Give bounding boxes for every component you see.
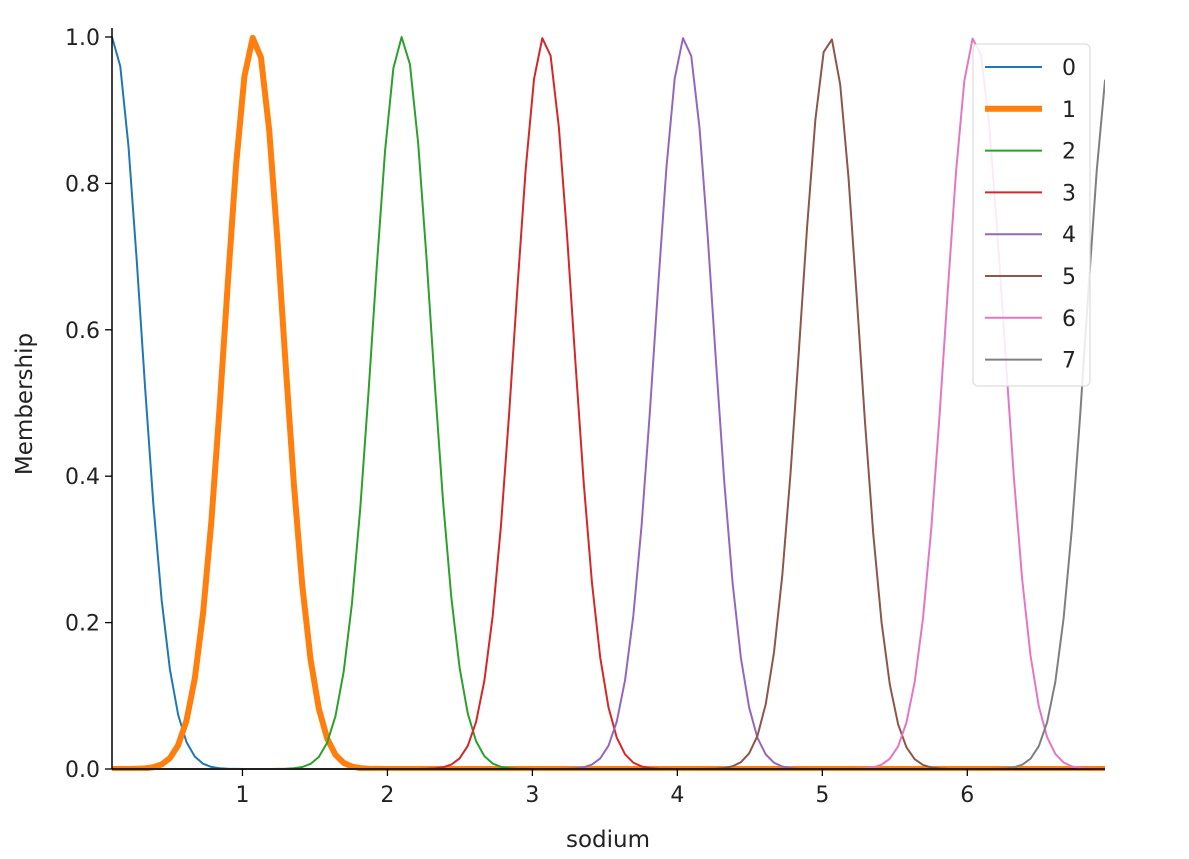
series-layer: [112, 34, 1105, 771]
series-line-2: [112, 36, 1105, 770]
y-tick-label: 0.2: [65, 612, 100, 637]
legend-label-1: 1: [1062, 98, 1076, 123]
series-line-5: [112, 38, 1105, 770]
y-tick-label: 0.8: [65, 172, 100, 197]
y-tick-label: 0.0: [65, 758, 100, 783]
series-line-1: [112, 34, 1105, 771]
legend-label-0: 0: [1062, 56, 1076, 81]
legend-label-6: 6: [1062, 307, 1076, 332]
x-tick-label: 3: [525, 783, 539, 808]
legend-label-2: 2: [1062, 140, 1076, 165]
legend-label-7: 7: [1062, 349, 1076, 374]
legend-label-3: 3: [1062, 181, 1076, 206]
legend-label-4: 4: [1062, 223, 1076, 248]
x-tick-label: 6: [960, 783, 974, 808]
x-ticks: 1 2 3 4 5 6: [235, 769, 974, 808]
x-tick-label: 4: [670, 783, 684, 808]
y-tick-label: 1.0: [65, 26, 100, 51]
x-tick-label: 5: [815, 783, 829, 808]
legend: 0 1 2 3 4 5 6 7: [972, 43, 1091, 387]
series-line-3: [112, 37, 1105, 770]
legend-frame: [972, 43, 1091, 387]
y-tick-label: 0.4: [65, 465, 100, 490]
series-line-0: [112, 36, 1105, 770]
x-axis-label: sodium: [566, 827, 650, 853]
y-tick-label: 0.6: [65, 319, 100, 344]
legend-label-5: 5: [1062, 265, 1076, 290]
y-axis-label: Membership: [12, 333, 38, 475]
series-line-6: [112, 37, 1105, 770]
x-tick-label: 1: [235, 783, 249, 808]
x-tick-label: 2: [380, 783, 394, 808]
y-ticks: 0.0 0.2 0.4 0.6 0.8 1.0: [65, 26, 112, 783]
series-line-4: [112, 37, 1105, 770]
